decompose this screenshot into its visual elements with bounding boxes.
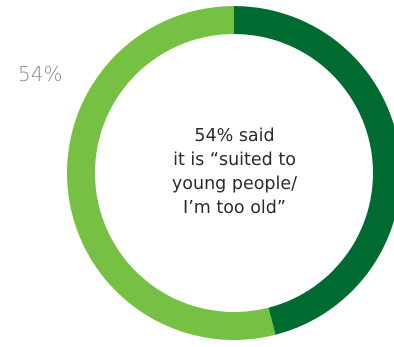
center-caption-line-1: 54% said [194, 126, 275, 146]
center-caption-line-3: young people/ [171, 174, 298, 194]
center-caption: 54% said it is “suited to young people/ … [152, 124, 317, 220]
slice-value-label: 54% [18, 62, 63, 86]
center-caption-line-4: I’m too old” [183, 198, 286, 218]
donut-slice-light-green [67, 6, 276, 340]
donut-slice-dark-green [234, 6, 394, 335]
center-caption-line-2: it is “suited to [173, 150, 296, 170]
